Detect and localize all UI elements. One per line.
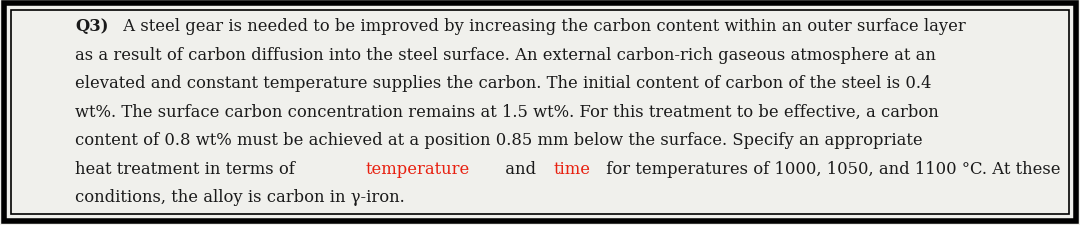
Text: temperature: temperature xyxy=(365,160,470,177)
Text: time: time xyxy=(553,160,591,177)
Text: for temperatures of 1000, 1050, and 1100 °C. At these: for temperatures of 1000, 1050, and 1100… xyxy=(600,160,1061,177)
Text: heat treatment in terms of: heat treatment in terms of xyxy=(75,160,300,177)
Text: A steel gear is needed to be improved by increasing the carbon content within an: A steel gear is needed to be improved by… xyxy=(118,18,966,35)
Text: as a result of carbon diffusion into the steel surface. An external carbon-rich : as a result of carbon diffusion into the… xyxy=(75,46,936,63)
Text: content of 0.8 wt% must be achieved at a position 0.85 mm below the surface. Spe: content of 0.8 wt% must be achieved at a… xyxy=(75,131,922,148)
Text: conditions, the alloy is carbon in γ-iron.: conditions, the alloy is carbon in γ-iro… xyxy=(75,188,405,205)
Text: wt%. The surface carbon concentration remains at 1.5 wt%. For this treatment to : wt%. The surface carbon concentration re… xyxy=(75,103,939,120)
Text: elevated and constant temperature supplies the carbon. The initial content of ca: elevated and constant temperature suppli… xyxy=(75,75,931,92)
Text: and: and xyxy=(500,160,541,177)
Text: Q3): Q3) xyxy=(75,18,108,35)
